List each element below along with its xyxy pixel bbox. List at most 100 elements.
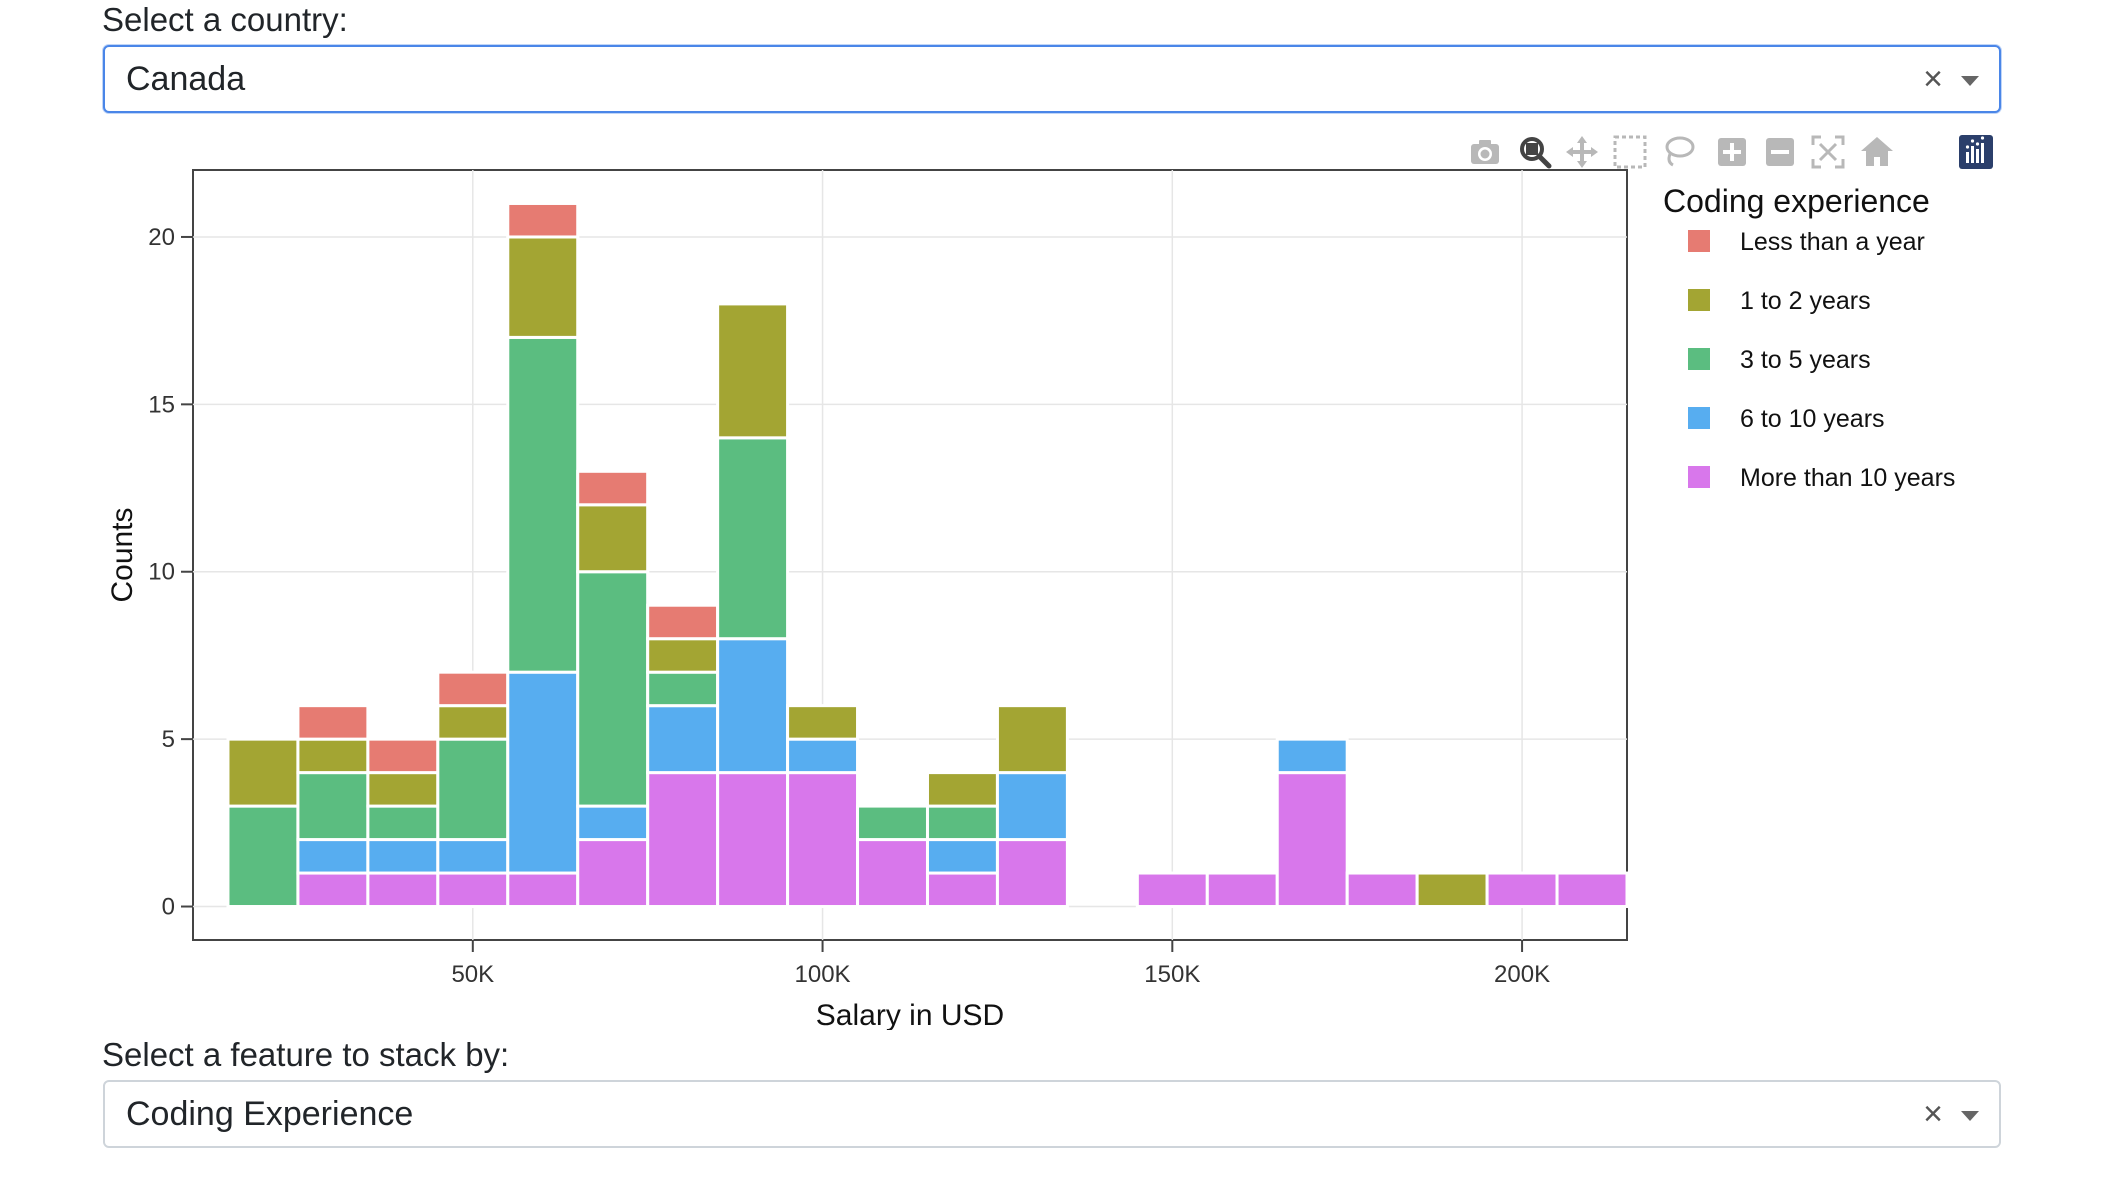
camera-icon[interactable] [1465, 132, 1505, 172]
bar-segment-1-to-2-years [995, 704, 1069, 775]
y-axis: 0 5 10 15 20 [148, 224, 193, 921]
bar-segment-1-to-2-years [1415, 871, 1489, 909]
x-axis: 50K 100K 150K 200K [451, 940, 1550, 988]
x-tick-label: 50K [451, 961, 494, 988]
zoom-in-icon[interactable] [1712, 132, 1752, 172]
x-axis-title: Salary in USD [816, 999, 1004, 1030]
bar-segment-more-than-10-years [646, 771, 720, 909]
bar-segment-less-than-a-year [576, 469, 650, 507]
bar-segment-6-to-10-years [786, 737, 860, 775]
bar-segment-less-than-a-year [506, 201, 580, 239]
box-select-icon[interactable] [1610, 132, 1650, 172]
chevron-down-icon[interactable] [1961, 76, 1979, 86]
reset-axes-icon[interactable] [1857, 132, 1897, 172]
bar-segment-3-to-5-years [226, 804, 300, 909]
y-tick-label: 20 [148, 224, 175, 251]
bar-segment-3-to-5-years [436, 737, 510, 842]
x-tick-label: 150K [1144, 961, 1200, 988]
bar-segment-6-to-10-years [366, 838, 440, 875]
stack-select-value: Coding Experience [126, 1095, 414, 1133]
bar-segment-6-to-10-years [716, 637, 790, 775]
legend-swatch [1688, 466, 1710, 488]
bar-segment-more-than-10-years [856, 838, 929, 909]
legend-swatch [1688, 289, 1710, 311]
legend: Coding experience Less than a year 1 to 2… [1663, 183, 1955, 492]
bar-segment-1-to-2-years [925, 771, 999, 808]
chevron-down-icon[interactable] [1961, 1111, 1979, 1121]
bar-segment-6-to-10-years [925, 838, 999, 875]
autoscale-icon[interactable] [1808, 132, 1848, 172]
bar-segment-more-than-10-years [925, 871, 999, 909]
bar-segment-3-to-5-years [716, 436, 790, 641]
bar-segment-more-than-10-years [995, 838, 1069, 909]
clear-icon[interactable]: × [1923, 60, 1943, 98]
bar-segment-6-to-10-years [436, 838, 510, 875]
bar-segment-more-than-10-years [1205, 871, 1279, 909]
bar-segment-more-than-10-years [506, 871, 580, 909]
y-tick-label: 0 [162, 894, 175, 921]
bar-segment-less-than-a-year [646, 603, 720, 641]
bar-segment-3-to-5-years [576, 570, 650, 808]
bar-segment-1-to-2-years [646, 637, 720, 674]
stack-select[interactable]: Coding Experience × [103, 1080, 2001, 1148]
bar-segment-more-than-10-years [786, 771, 860, 909]
bar-segment-more-than-10-years [436, 871, 510, 909]
legend-swatch [1688, 348, 1710, 370]
bar-segment-3-to-5-years [856, 804, 929, 842]
bar-segment-more-than-10-years [366, 871, 440, 909]
zoom-out-icon[interactable] [1760, 132, 1800, 172]
country-select-label: Select a country: [102, 1, 348, 38]
stack-select-label: Select a feature to stack by: [102, 1036, 510, 1073]
bar-segment-3-to-5-years [296, 771, 370, 842]
legend-label: 6 to 10 years [1740, 405, 1885, 433]
bar-segment-more-than-10-years [1135, 871, 1209, 909]
y-tick-label: 5 [162, 726, 175, 753]
bar-segment-1-to-2-years [716, 302, 790, 440]
bar-segment-more-than-10-years [1485, 871, 1559, 909]
x-tick-label: 200K [1494, 961, 1550, 988]
bar-segment-6-to-10-years [506, 670, 580, 875]
bars-group [226, 201, 1629, 909]
bar-segment-less-than-a-year [296, 704, 370, 741]
x-tick-label: 100K [795, 961, 851, 988]
bar-segment-more-than-10-years [296, 871, 370, 909]
legend-label: Less than a year [1740, 228, 1925, 256]
bar-segment-1-to-2-years [296, 737, 370, 775]
bar-segment-1-to-2-years [366, 771, 440, 808]
bar-segment-3-to-5-years [506, 335, 580, 674]
bar-segment-less-than-a-year [436, 670, 510, 708]
bar-segment-more-than-10-years [1555, 871, 1629, 909]
legend-label: 3 to 5 years [1740, 346, 1871, 374]
bar-segment-1-to-2-years [436, 704, 510, 741]
bar-segment-1-to-2-years [786, 704, 860, 741]
pan-icon[interactable] [1562, 132, 1602, 172]
bar-segment-3-to-5-years [366, 804, 440, 842]
zoom-icon[interactable] [1515, 132, 1555, 172]
country-select-value: Canada [126, 60, 246, 98]
bar-segment-more-than-10-years [1275, 771, 1349, 909]
bar-segment-more-than-10-years [716, 771, 790, 909]
lasso-select-icon[interactable] [1658, 132, 1698, 172]
bar-segment-more-than-10-years [1345, 871, 1419, 909]
legend-label: 1 to 2 years [1740, 287, 1871, 315]
y-tick-label: 10 [148, 559, 175, 586]
y-tick-label: 15 [148, 391, 175, 418]
country-select[interactable]: Canada × [103, 45, 2001, 113]
legend-swatch [1688, 230, 1710, 252]
bar-segment-6-to-10-years [646, 704, 720, 775]
clear-icon[interactable]: × [1923, 1095, 1943, 1133]
y-axis-title: Counts [106, 507, 139, 602]
bar-segment-1-to-2-years [576, 503, 650, 574]
legend-title: Coding experience [1663, 183, 1930, 219]
legend-label: More than 10 years [1740, 464, 1955, 492]
bar-segment-less-than-a-year [366, 737, 440, 775]
bar-segment-3-to-5-years [925, 804, 999, 842]
salary-histogram-chart: 50K 100K 150K 200K 0 5 10 15 20 Salary in USD C… [106, 169, 1955, 1030]
bar-segment-6-to-10-years [576, 804, 650, 842]
plotly-logo-icon[interactable] [1956, 132, 1996, 172]
bar-segment-1-to-2-years [226, 737, 300, 808]
legend-swatch [1688, 407, 1710, 429]
bar-segment-6-to-10-years [1275, 737, 1349, 775]
bar-segment-3-to-5-years [646, 670, 720, 708]
bar-segment-6-to-10-years [995, 771, 1069, 842]
